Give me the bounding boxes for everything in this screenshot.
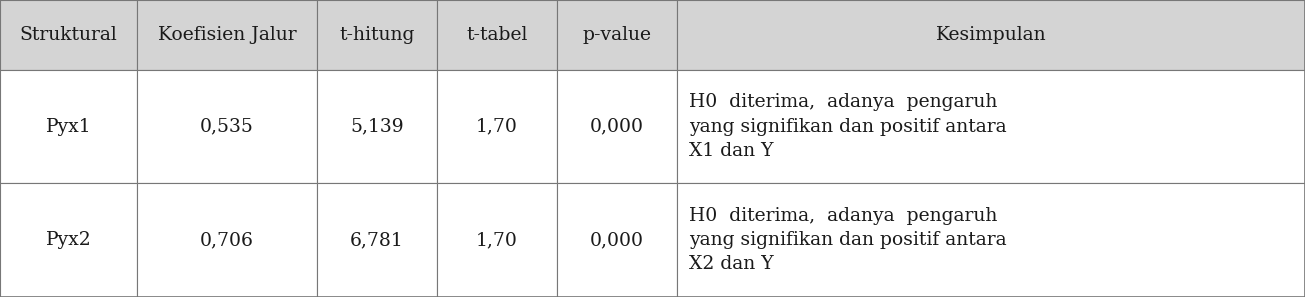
Text: 5,139: 5,139 (350, 118, 403, 136)
Text: 6,781: 6,781 (350, 231, 403, 249)
Text: 1,70: 1,70 (476, 231, 518, 249)
Text: Koefisien Jalur: Koefisien Jalur (158, 26, 296, 44)
Text: Kesimpulan: Kesimpulan (936, 26, 1047, 44)
Text: 1,70: 1,70 (476, 118, 518, 136)
Bar (317, 0, 437, 70)
Bar (557, 0, 677, 70)
Bar (557, 70, 677, 183)
Text: t-hitung: t-hitung (339, 26, 415, 44)
Text: Pyx2: Pyx2 (46, 231, 91, 249)
Text: H0  diterima,  adanya  pengaruh
yang signifikan dan positif antara
X1 dan Y: H0 diterima, adanya pengaruh yang signif… (689, 93, 1006, 160)
Text: H0  diterima,  adanya  pengaruh
yang signifikan dan positif antara
X2 dan Y: H0 diterima, adanya pengaruh yang signif… (689, 207, 1006, 274)
Bar (557, 183, 677, 297)
Text: p-value: p-value (582, 26, 651, 44)
Bar (0, 183, 137, 297)
Text: Struktural: Struktural (20, 26, 117, 44)
Bar (677, 0, 1305, 70)
Bar (0, 70, 137, 183)
Bar (437, 70, 557, 183)
Bar (317, 70, 437, 183)
Text: 0,000: 0,000 (590, 118, 643, 136)
Bar (677, 70, 1305, 183)
Text: Pyx1: Pyx1 (46, 118, 91, 136)
Bar (677, 183, 1305, 297)
Text: 0,706: 0,706 (200, 231, 254, 249)
Bar (137, 0, 317, 70)
Text: 0,000: 0,000 (590, 231, 643, 249)
Bar (317, 183, 437, 297)
Bar (0, 0, 137, 70)
Bar (437, 0, 557, 70)
Bar (137, 70, 317, 183)
Text: t-tabel: t-tabel (466, 26, 527, 44)
Text: 0,535: 0,535 (200, 118, 254, 136)
Bar (437, 183, 557, 297)
Bar (137, 183, 317, 297)
